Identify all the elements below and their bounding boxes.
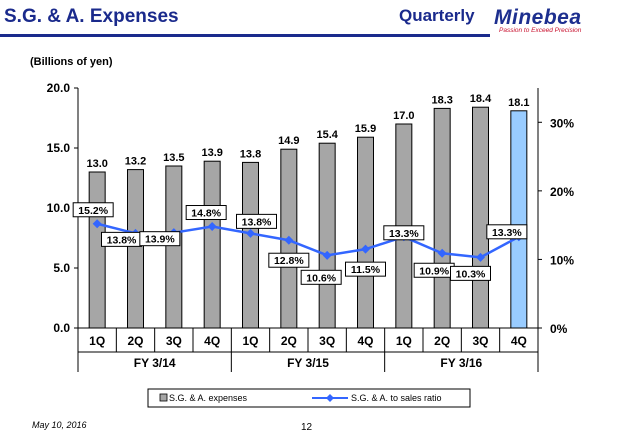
- ratio-marker: [92, 219, 102, 229]
- expense-bar-value-label: 17.0: [393, 110, 414, 122]
- category-tick-label: 1Q: [396, 334, 412, 348]
- right-axis-tick-label: 10%: [550, 253, 574, 267]
- expense-bar-value-label: 18.3: [431, 94, 452, 106]
- ratio-value-label: 10.3%: [456, 268, 486, 280]
- fiscal-year-group-label: FY 3/14: [134, 356, 176, 370]
- legend-line-marker: [326, 394, 334, 402]
- expense-bar: [203, 160, 221, 329]
- ratio-value-label: 13.8%: [242, 216, 272, 228]
- expense-bar-value-label: 13.2: [125, 156, 146, 168]
- legend: [147, 388, 471, 408]
- legend-bar-label: S.G. & A. expenses: [169, 393, 248, 403]
- ratio-value-label: 10.9%: [419, 265, 449, 277]
- category-tick-label: 4Q: [204, 334, 220, 348]
- expense-bar: [127, 169, 144, 329]
- ratio-value-label: 15.2%: [78, 205, 108, 217]
- expense-bar: [88, 171, 106, 329]
- ratio-value-label: 13.3%: [389, 228, 419, 240]
- right-axis-tick-label: 0%: [550, 322, 568, 336]
- expense-bar-value-label: 15.9: [355, 123, 376, 135]
- page-number: 12: [301, 422, 313, 433]
- ratio-value-label: 13.8%: [107, 234, 137, 246]
- category-tick-label: 2Q: [434, 334, 450, 348]
- ratio-label-box: [185, 205, 227, 221]
- ratio-marker: [322, 250, 332, 260]
- left-axis-tick-label: 20.0: [47, 81, 71, 95]
- company-logo: Minebea: [494, 6, 582, 29]
- right-axis-tick-label: 20%: [550, 185, 574, 199]
- left-axis-tick-label: 0.0: [53, 321, 70, 335]
- footer-date: May 10, 2016: [32, 420, 87, 430]
- legend-bar-swatch: [159, 393, 168, 402]
- unit-label: (Billions of yen): [30, 56, 113, 68]
- period-label: Quarterly: [399, 6, 475, 25]
- category-tick-label: 2Q: [281, 334, 297, 348]
- expense-bar-value-label: 15.4: [316, 129, 338, 141]
- left-axis-tick-label: 10.0: [47, 201, 71, 215]
- ratio-marker: [246, 228, 255, 238]
- left-axis-tick-label: 5.0: [53, 261, 70, 275]
- category-tick-label: 4Q: [511, 334, 527, 348]
- ratio-label-box: [236, 213, 277, 229]
- ratio-value-label: 12.8%: [274, 255, 304, 267]
- expense-bar-value-label: 14.9: [278, 135, 299, 147]
- ratio-value-label: 14.8%: [191, 208, 221, 220]
- ratio-label-box: [450, 265, 491, 281]
- category-tick-label: 1Q: [242, 334, 258, 348]
- expense-bar: [510, 110, 528, 329]
- fiscal-year-group-label: FY 3/16: [440, 356, 482, 370]
- company-tagline: Passion to Exceed Precision: [499, 27, 582, 34]
- ratio-value-label: 13.9%: [145, 234, 175, 246]
- ratio-marker: [476, 252, 485, 262]
- expense-bar: [433, 107, 451, 329]
- expense-bar-value-label: 13.9: [201, 147, 222, 159]
- category-tick-label: 1Q: [89, 334, 105, 348]
- ratio-label-box: [139, 231, 181, 247]
- expense-bar-value-label: 13.8: [240, 148, 261, 160]
- ratio-label-box: [383, 225, 425, 241]
- expense-bar: [165, 165, 183, 329]
- ratio-value-label: 13.3%: [492, 227, 522, 239]
- expense-bar: [318, 142, 336, 329]
- page-title: S.G. & A. Expenses: [4, 6, 179, 27]
- ratio-value-label: 10.6%: [306, 272, 336, 284]
- category-tick-label: 4Q: [357, 334, 373, 348]
- category-tick-label: 3Q: [319, 334, 335, 348]
- expense-bar-value-label: 18.1: [508, 97, 529, 109]
- expense-bar: [472, 106, 489, 329]
- ratio-label-box: [300, 269, 342, 285]
- expense-bar: [357, 136, 374, 329]
- ratio-marker: [207, 222, 217, 232]
- ratio-marker: [437, 248, 447, 258]
- right-axis-tick-label: 30%: [550, 116, 574, 130]
- expense-bar: [242, 161, 259, 329]
- ratio-marker: [361, 244, 370, 254]
- category-tick-label: 3Q: [472, 334, 488, 348]
- title-underline: [0, 34, 490, 37]
- expense-bar-value-label: 13.5: [163, 152, 184, 164]
- ratio-label-box: [486, 224, 528, 240]
- category-tick-label: 2Q: [127, 334, 143, 348]
- fiscal-year-group-label: FY 3/15: [287, 356, 329, 370]
- expense-bar-value-label: 18.4: [470, 93, 492, 105]
- category-tick-label: 3Q: [166, 334, 182, 348]
- ratio-label-box: [345, 261, 386, 277]
- left-axis-tick-label: 15.0: [47, 141, 71, 155]
- legend-line-label: S.G. & A. to sales ratio: [351, 393, 442, 403]
- ratio-label-box: [72, 202, 114, 218]
- ratio-label-box: [268, 252, 310, 268]
- ratio-marker: [284, 235, 294, 245]
- expense-bar-value-label: 13.0: [86, 158, 107, 170]
- ratio-value-label: 11.5%: [351, 264, 381, 276]
